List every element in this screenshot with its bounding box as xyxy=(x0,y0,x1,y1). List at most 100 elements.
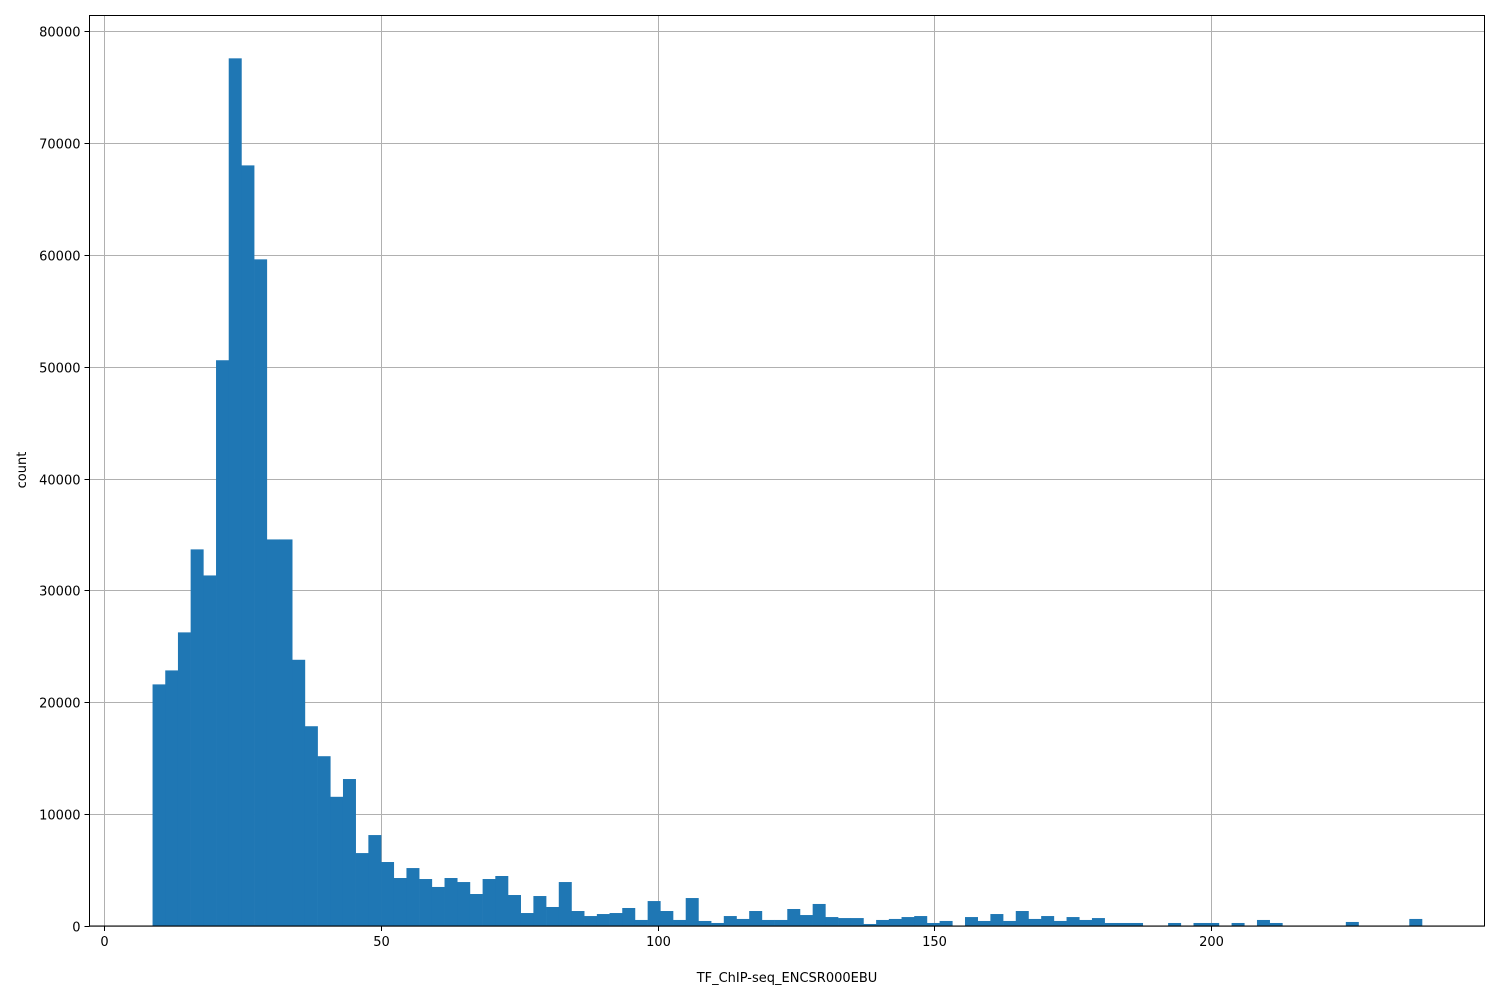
histogram-bar xyxy=(279,539,293,926)
histogram-bar xyxy=(406,868,420,926)
histogram-bar xyxy=(901,917,915,926)
histogram-bar xyxy=(1003,920,1017,926)
histogram-bar xyxy=(152,684,166,926)
x-axis-ticks: 0 50 100 150 200 xyxy=(100,926,1224,950)
histogram-bar xyxy=(165,670,179,926)
histogram-bar xyxy=(622,907,636,926)
y-tick-label: 10000 xyxy=(39,809,80,824)
histogram-bar xyxy=(1053,920,1067,926)
histogram-bar xyxy=(457,882,471,926)
histogram-bar xyxy=(520,913,534,926)
y-tick-label: 50000 xyxy=(39,362,80,377)
histogram-bar xyxy=(736,918,750,926)
x-tick-label: 0 xyxy=(100,935,108,950)
histogram-bar xyxy=(1117,922,1131,926)
histogram-bar xyxy=(1028,918,1042,926)
histogram-bar xyxy=(1256,919,1270,926)
histogram-bar xyxy=(228,58,242,927)
histogram-bar xyxy=(1206,922,1220,926)
histogram-bar xyxy=(698,920,712,926)
histogram-bar xyxy=(838,918,852,926)
histogram-bar xyxy=(787,908,801,926)
histogram-bar xyxy=(723,916,737,926)
histogram-bar xyxy=(1409,918,1423,926)
histogram-bar xyxy=(444,878,458,926)
histogram-bar xyxy=(1231,922,1245,926)
histogram-bar xyxy=(774,919,788,926)
x-tick-label: 150 xyxy=(922,935,947,950)
y-tick-label: 40000 xyxy=(39,474,80,489)
histogram-bar xyxy=(469,894,483,926)
histogram-bar xyxy=(1066,917,1080,926)
histogram-bar xyxy=(546,906,560,926)
histogram-bar xyxy=(330,796,344,926)
histogram-bar xyxy=(660,911,674,926)
histogram-bar xyxy=(939,920,953,926)
histogram-bar xyxy=(812,903,826,926)
y-axis-ticks: 0 10000 20000 30000 40000 50000 60000 70000 8000… xyxy=(39,26,90,936)
histogram-bar xyxy=(1269,922,1283,926)
histogram-bar xyxy=(876,919,890,926)
histogram-bar xyxy=(1091,918,1105,926)
histogram-bar xyxy=(368,835,382,926)
histogram-bar xyxy=(571,911,585,926)
histogram-bar xyxy=(292,659,306,926)
histogram-bar xyxy=(596,914,610,926)
histogram-bar xyxy=(1015,911,1029,926)
y-axis-label: count xyxy=(15,452,30,489)
histogram-bar xyxy=(850,918,864,926)
histogram-bar xyxy=(1345,921,1359,926)
histogram-bar xyxy=(888,918,902,926)
histogram-bar xyxy=(825,917,839,926)
histogram-bar xyxy=(761,919,775,926)
histogram-bar xyxy=(177,632,191,926)
histogram-bar xyxy=(749,911,763,926)
x-tick-label: 100 xyxy=(646,935,671,950)
histogram-bar xyxy=(1130,922,1144,926)
histogram-bar xyxy=(482,879,496,926)
y-tick-label: 0 xyxy=(72,921,80,936)
histogram-bar xyxy=(190,549,204,926)
histogram-bar xyxy=(977,920,991,926)
histogram-bar xyxy=(1041,916,1055,926)
histogram-bar xyxy=(533,896,547,926)
histogram-bar xyxy=(431,886,445,926)
histogram-bar xyxy=(419,879,433,926)
x-tick-label: 50 xyxy=(373,935,390,950)
histogram-bar xyxy=(495,876,509,926)
histogram-bar xyxy=(914,916,928,926)
histogram-bar xyxy=(216,360,230,927)
histogram-bar xyxy=(584,916,598,926)
histogram-bar xyxy=(381,862,395,926)
histogram-bar xyxy=(711,922,725,926)
histogram-bar xyxy=(799,915,813,926)
y-tick-label: 60000 xyxy=(39,250,80,265)
axes-frame xyxy=(89,15,1485,927)
histogram-bar xyxy=(1079,919,1093,926)
histogram-bar xyxy=(355,853,369,926)
x-tick-label: 200 xyxy=(1199,935,1224,950)
histogram-bar xyxy=(508,895,521,926)
x-axis-label: TF_ChIP-seq_ENCSR000EBU xyxy=(696,971,878,986)
y-tick-label: 20000 xyxy=(39,697,80,712)
histogram-bar xyxy=(863,923,877,926)
histogram-bar xyxy=(926,922,940,926)
y-tick-label: 80000 xyxy=(39,26,80,41)
y-tick-label: 70000 xyxy=(39,138,80,153)
histogram-bar xyxy=(634,919,648,926)
histogram-bar xyxy=(254,259,268,926)
histogram-bar xyxy=(1168,922,1182,926)
histogram-bar xyxy=(647,901,661,926)
histogram-bar xyxy=(685,898,699,926)
histogram-bar xyxy=(342,779,356,926)
histogram-bar xyxy=(1193,922,1207,926)
histogram-bar xyxy=(203,575,217,926)
histogram-bar xyxy=(266,539,280,926)
histogram-bar xyxy=(609,913,623,926)
histogram-bar xyxy=(990,914,1004,926)
histogram-bar xyxy=(393,878,407,926)
histogram-bar xyxy=(558,882,572,926)
y-tick-label: 30000 xyxy=(39,585,80,600)
histogram-bar xyxy=(304,726,318,926)
